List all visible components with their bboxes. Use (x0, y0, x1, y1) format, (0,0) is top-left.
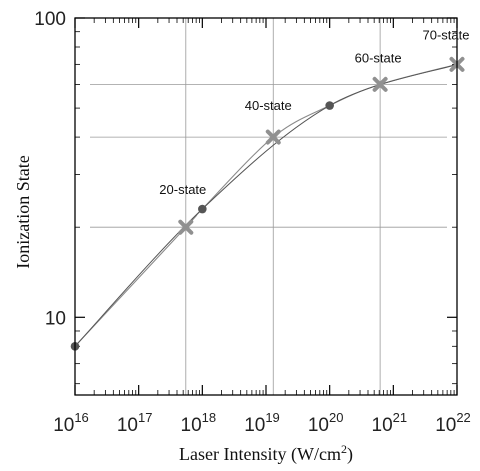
x-marker-stroke (372, 76, 388, 92)
grid-lines (90, 18, 447, 395)
major-ticks (74, 17, 458, 395)
x-tick-base: 10 (244, 415, 265, 436)
x-axis-label-close: ) (347, 444, 353, 465)
annotations: 20-state 40-state 60-state 70-state (159, 27, 469, 197)
plot-frame (74, 17, 458, 396)
x-tick-exponent: 21 (393, 410, 407, 425)
minor-ticks (75, 18, 457, 395)
circle-marker (198, 204, 207, 214)
x-tick-label: 1022 (435, 410, 471, 436)
x-tick-label: 1016 (53, 410, 89, 436)
y-tick-label: 100 (34, 9, 66, 30)
x-tick-base: 10 (308, 415, 329, 436)
x-tick-label: 1018 (181, 410, 217, 436)
y-tick-label: 10 (45, 308, 66, 329)
x-tick-base: 10 (181, 415, 202, 436)
x-tick-label: 1021 (372, 410, 408, 436)
x-axis-label: Laser Intensity (W/cm2) (179, 442, 353, 465)
x-tick-exponent: 18 (202, 410, 216, 425)
x-marker (178, 219, 194, 235)
x-tick-base: 10 (372, 415, 393, 436)
x-tick-exponent: 22 (456, 410, 470, 425)
x-marker (372, 76, 388, 92)
x-axis-label-sup: 2 (341, 442, 347, 456)
annotation-label: 40-state (245, 98, 292, 113)
x-marker-stroke (178, 219, 194, 235)
y-axis-label: Ionization State (13, 155, 33, 268)
x-tick-base: 10 (53, 415, 74, 436)
circle-marker (325, 101, 334, 110)
x-marker-stroke (265, 129, 281, 145)
x-tick-label: 1020 (308, 410, 344, 436)
x-tick-label: 1017 (117, 410, 153, 436)
annotation-label: 60-state (355, 50, 402, 65)
curve-circle-series (74, 63, 458, 347)
x-tick-exponent: 20 (329, 410, 343, 425)
x-axis-label-main: Laser Intensity (W/cm (179, 444, 341, 465)
annotation-label: 20-state (159, 182, 206, 197)
x-tick-exponent: 16 (74, 410, 88, 425)
x-tick-label: 1019 (244, 410, 280, 436)
x-tick-exponent: 17 (138, 410, 152, 425)
x-tick-base: 10 (117, 415, 138, 436)
annotation-label: 70-state (423, 27, 470, 42)
x-tick-exponent: 19 (265, 410, 279, 425)
x-tick-base: 10 (435, 415, 456, 436)
x-marker (265, 129, 281, 145)
